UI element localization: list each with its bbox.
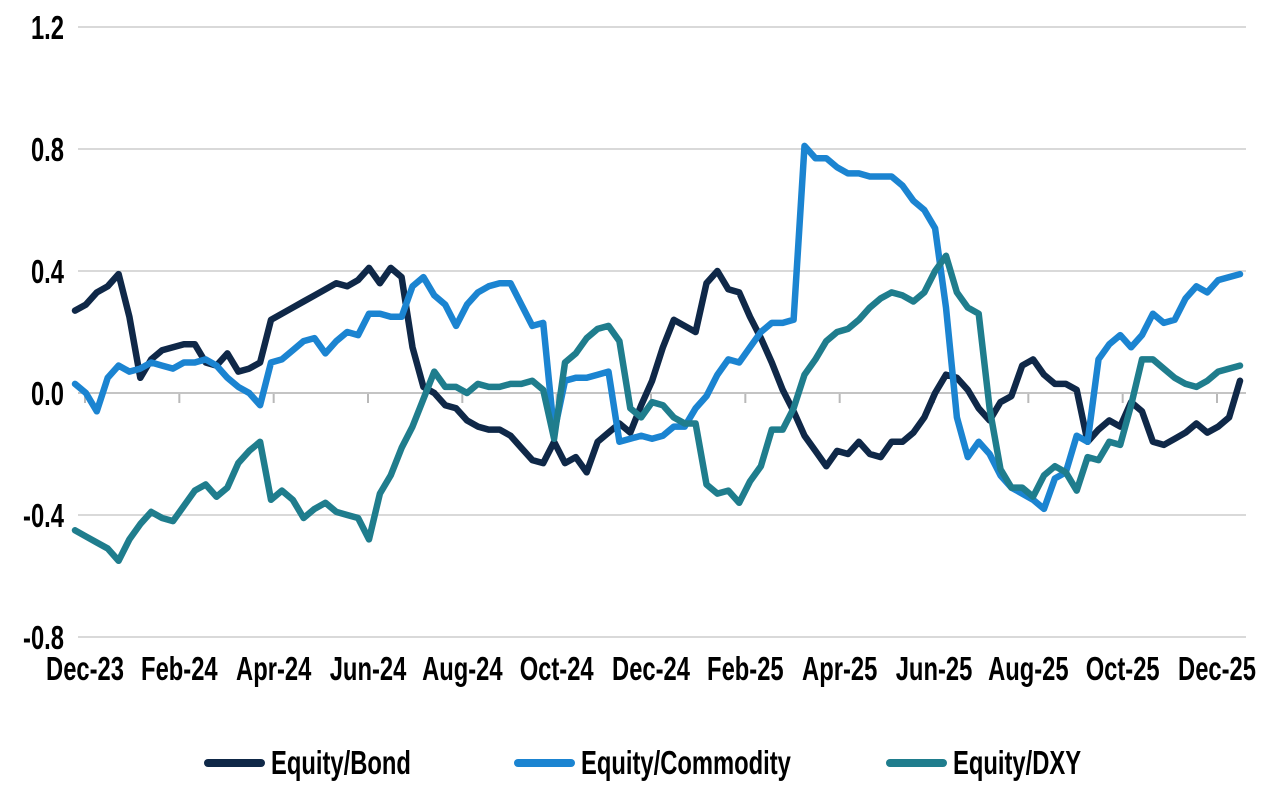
x-axis-tick-label: Dec-25: [1178, 651, 1256, 688]
y-axis-tick-label: 0.4: [31, 254, 64, 291]
x-axis-tick-label: Oct-25: [1086, 651, 1160, 688]
x-axis-tick-label: Jun-24: [330, 651, 407, 688]
y-axis-tick-label: 1.2: [31, 10, 64, 47]
series-line-equity-bond: [71, 264, 1244, 476]
x-axis-tick-label: Dec-24: [612, 651, 690, 688]
x-axis-tick-label: Aug-24: [422, 651, 503, 688]
x-axis-tick-label: Aug-25: [988, 651, 1069, 688]
legend-swatch-equity-bond: [204, 759, 265, 767]
series-line-equity-commodity: [71, 142, 1244, 513]
y-axis-tick-label: 0.0: [31, 376, 64, 413]
x-axis-tick-label: Jun-25: [896, 651, 973, 688]
legend-item-equity-dxy: Equity/DXY: [886, 744, 1131, 781]
legend-swatch-equity-dxy: [886, 759, 947, 767]
x-axis-tick-label: Feb-24: [141, 651, 218, 688]
series-line-equity-dxy: [71, 252, 1244, 565]
legend-item-equity-bond: Equity/Bond: [204, 744, 465, 781]
legend-label-equity-bond: Equity/Bond: [271, 744, 411, 781]
legend-item-equity-commodity: Equity/Commodity: [514, 744, 873, 781]
x-axis-tick-label: Feb-25: [707, 651, 784, 688]
y-axis-tick-label: -0.4: [23, 498, 64, 535]
x-axis-tick-label: Dec-23: [46, 651, 124, 688]
y-axis-tick-label: -0.8: [23, 620, 64, 657]
legend: Equity/Bond Equity/Commodity Equity/DXY: [0, 744, 1280, 781]
x-axis-tick-label: Apr-24: [236, 651, 311, 688]
y-axis-tick-label: 0.8: [31, 132, 64, 169]
legend-label-equity-commodity: Equity/Commodity: [581, 744, 791, 781]
legend-label-equity-dxy: Equity/DXY: [953, 744, 1082, 781]
x-axis-tick-label: Oct-24: [520, 651, 594, 688]
legend-swatch-equity-commodity: [514, 759, 575, 767]
x-axis-tick-label: Apr-25: [802, 651, 877, 688]
